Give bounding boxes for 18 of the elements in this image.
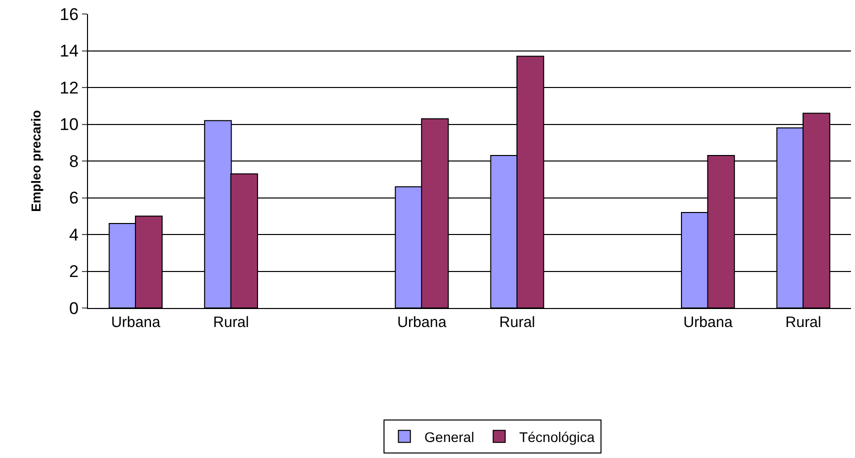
y-tick-label: 0	[69, 298, 79, 318]
y-tick-label: 12	[60, 78, 79, 98]
y-tick-label: 2	[69, 262, 79, 282]
legend-label: Técnológica	[519, 428, 595, 445]
x-tick-label: Rural	[785, 314, 822, 331]
y-tick-label: 14	[60, 42, 79, 61]
y-tick-label: 6	[69, 188, 79, 208]
y-tick-label: 16	[60, 4, 79, 24]
y-tick-label: 10	[60, 115, 79, 134]
y-axis-title: Empleo precario	[28, 110, 44, 212]
x-tick-label: Urbana	[111, 314, 161, 331]
x-tick-label: Urbana	[397, 314, 448, 331]
x-tick-label: Urbana	[683, 314, 734, 331]
x-tick-label: Rural	[213, 314, 249, 331]
y-tick-label: 4	[69, 225, 79, 244]
legend-label: General	[424, 428, 474, 445]
y-tick-label: 8	[69, 152, 79, 171]
x-tick-label: Rural	[499, 314, 536, 331]
